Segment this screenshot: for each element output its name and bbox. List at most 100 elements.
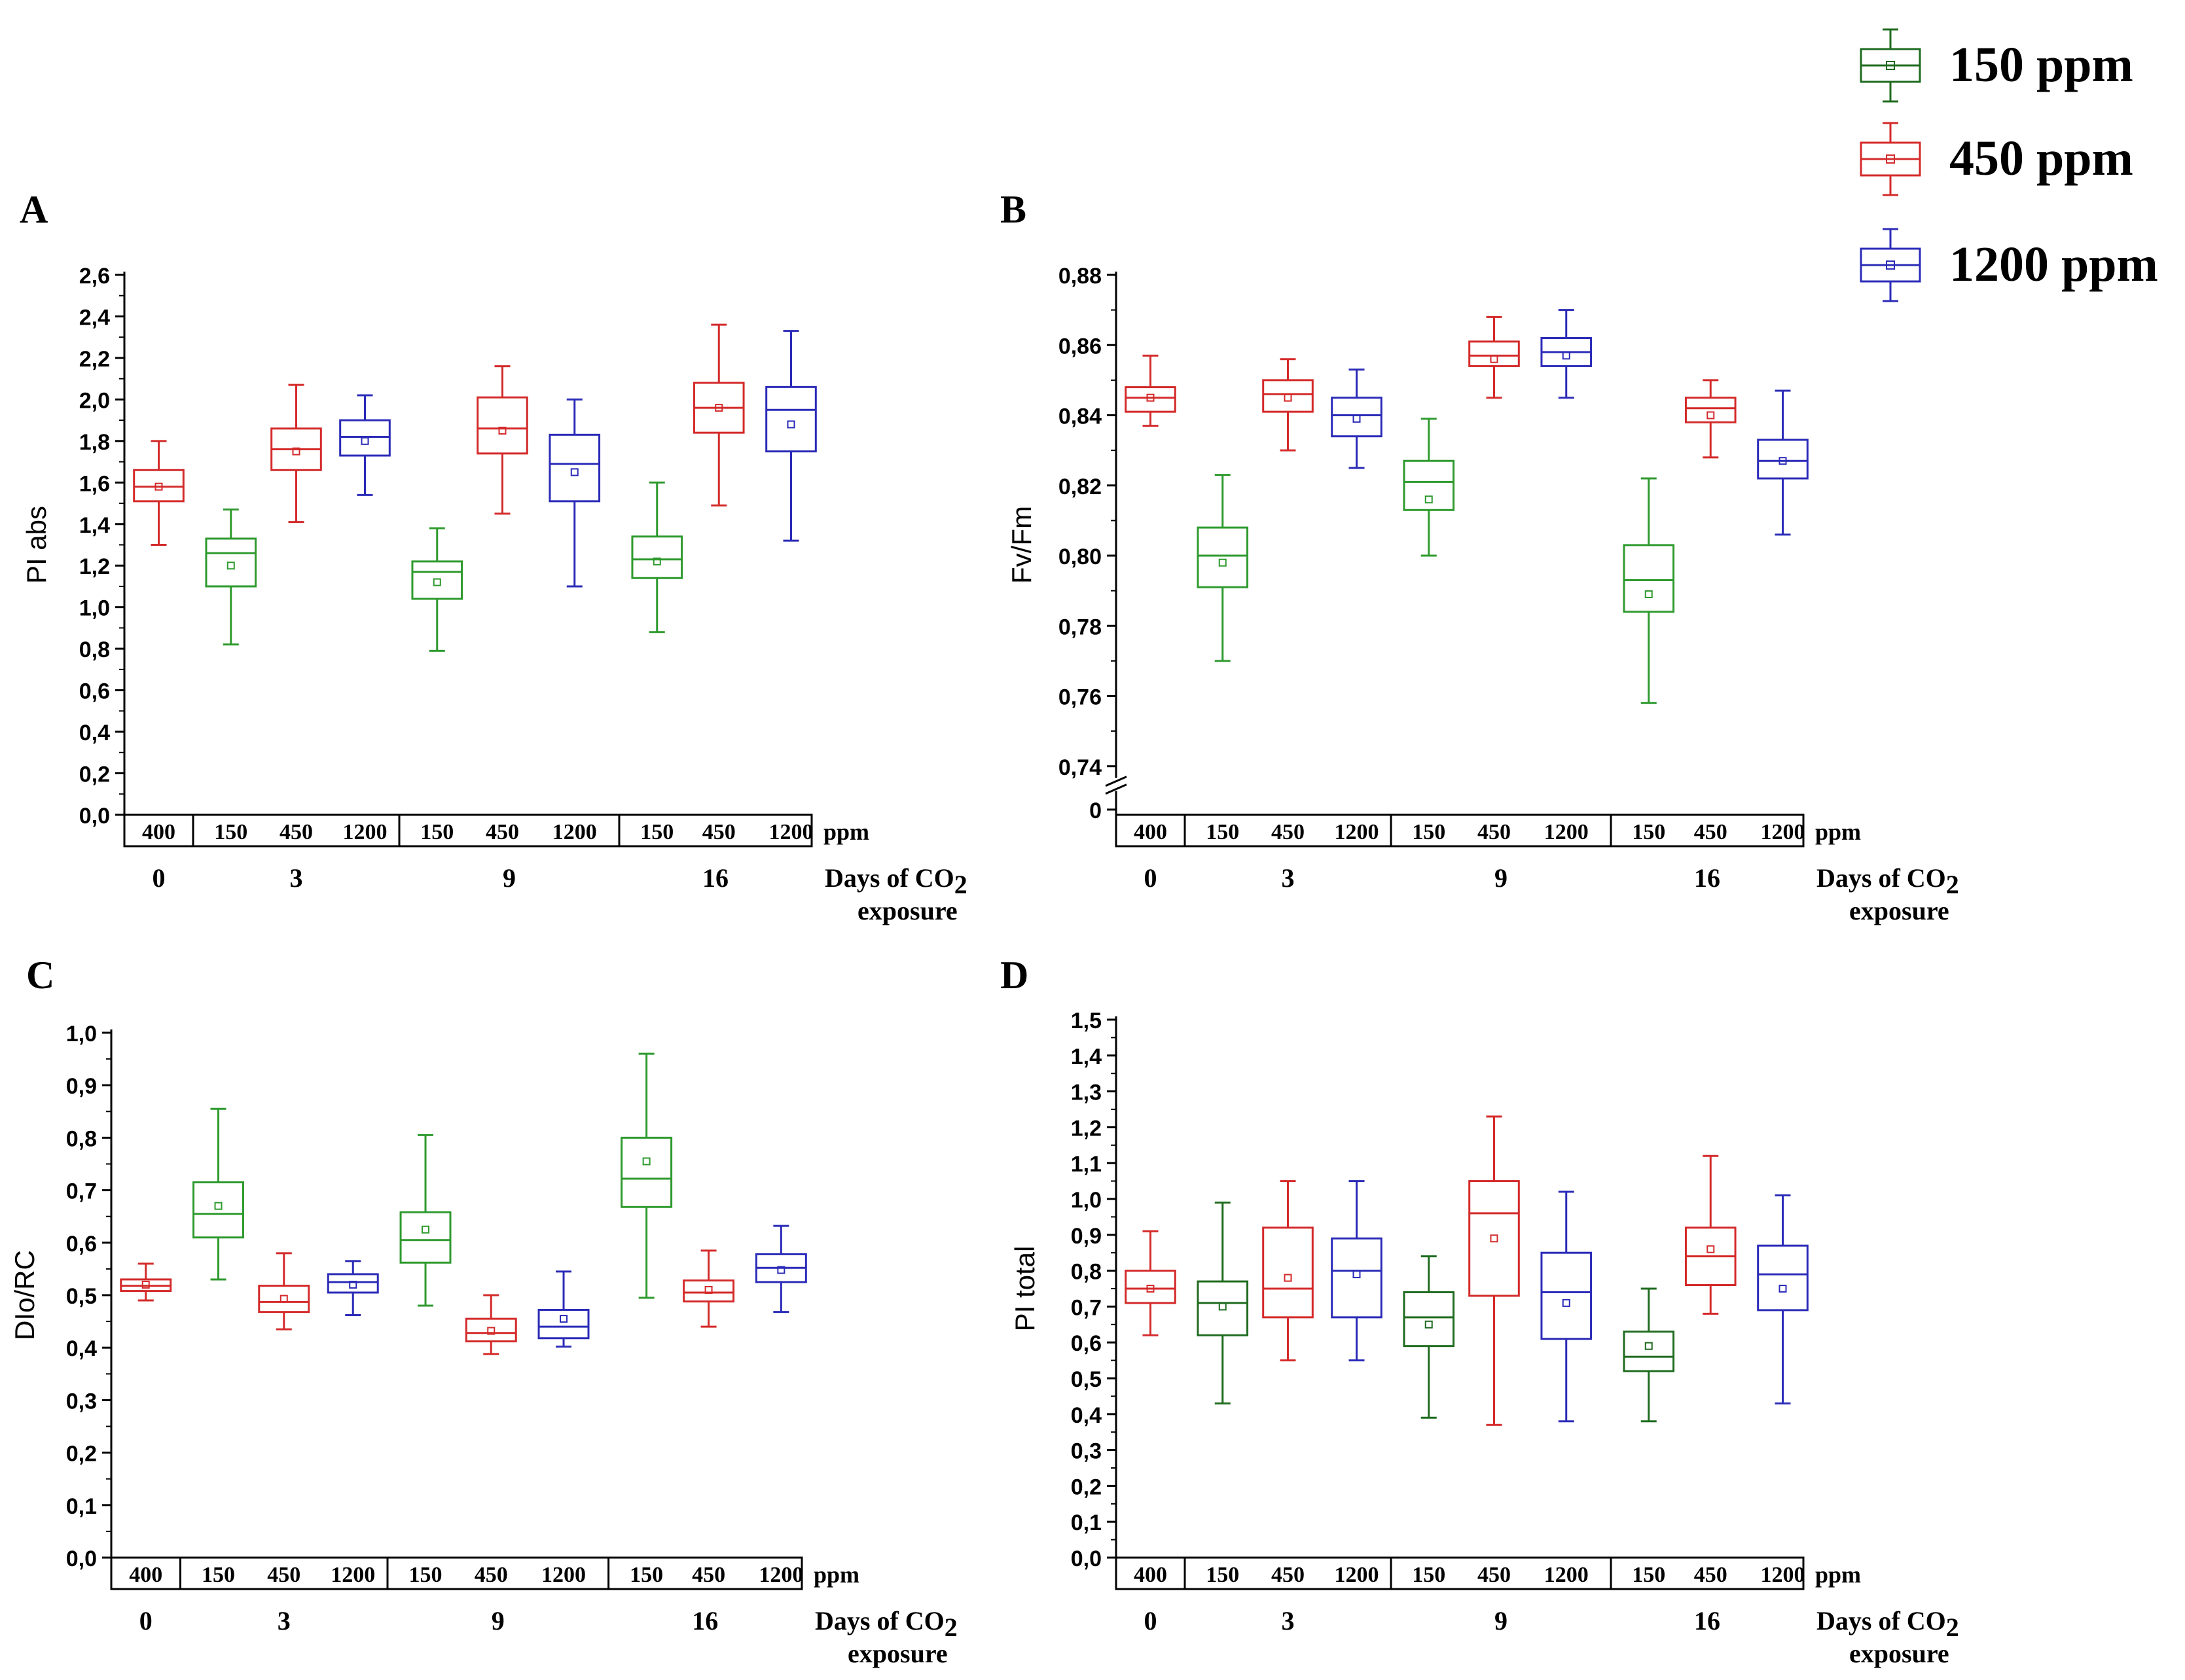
days-axis-label: Days of CO2 exposure (825, 863, 967, 925)
box-iqr (683, 1279, 735, 1303)
y-tick-label: 2,0 (79, 388, 110, 413)
box-iqr (537, 1308, 590, 1340)
day-label: 0 (153, 863, 166, 893)
box-450 (1468, 1115, 1520, 1426)
y-tick-label: 1,0 (66, 1022, 97, 1046)
ppm-label: 1200 (1761, 820, 1805, 844)
y-tick-label: 0,82 (1058, 474, 1102, 499)
box-mean (1424, 1320, 1433, 1329)
box-mean (1146, 1285, 1155, 1293)
days-label-part: exposure (1849, 1639, 1949, 1668)
y-tick-label: 0,5 (1071, 1367, 1102, 1392)
box-mean (1779, 457, 1787, 465)
box-450 (465, 1294, 517, 1355)
box-mean (154, 482, 163, 491)
day-label: 3 (278, 1606, 291, 1635)
box-400 (133, 440, 185, 546)
ppm-label: 150 (202, 1563, 235, 1587)
ppm-label: 450 (702, 820, 736, 844)
legend-mean (1886, 61, 1895, 70)
box-150 (1403, 1255, 1455, 1419)
days-label-part: exposure (1849, 896, 1949, 925)
ppm-label: 400 (1134, 820, 1167, 844)
box-1200 (1540, 309, 1593, 399)
ppm-strip (1115, 813, 1805, 848)
day-label: 16 (1694, 1606, 1720, 1635)
box-iqr (411, 560, 463, 600)
y-tick-label: 0 (1089, 798, 1102, 823)
ppm-label: 450 (1271, 820, 1305, 844)
y-tick-label: 0,3 (1071, 1439, 1102, 1464)
y-tick-label: 0,9 (1071, 1224, 1102, 1249)
ppm-unit-label: ppm (823, 819, 869, 845)
ppm-label: 1200 (759, 1563, 803, 1587)
y-tick-label: 1,0 (1071, 1188, 1102, 1213)
day-label: 3 (1282, 863, 1295, 893)
box-mean (1146, 393, 1155, 402)
panels: A PI abs 0,0 0,2 0,4 0,6 0,8 1,0 1,2 1,4 1,6 1,8 2,0… (9, 188, 1959, 1668)
day-label: 0 (139, 1606, 153, 1635)
y-tick-label: 2,2 (79, 347, 110, 372)
box-450 (270, 384, 322, 524)
ppm-label: 1200 (1761, 1563, 1805, 1587)
day-label: 9 (1494, 1606, 1508, 1635)
box-mean (141, 1280, 150, 1289)
box-150 (192, 1107, 245, 1281)
days-axis-label: Days of CO2 exposure (1816, 1606, 1959, 1668)
box-iqr (549, 433, 601, 503)
box-mean (361, 437, 369, 445)
box-450 (1468, 315, 1520, 399)
box-iqr (1262, 1226, 1314, 1319)
ppm-label: 450 (267, 1563, 300, 1587)
y-tick-label: 1,8 (79, 430, 110, 455)
box-150 (631, 481, 683, 634)
ppm-unit-label: ppm (1815, 819, 1861, 845)
box-150 (1197, 474, 1249, 662)
y-tick-label: 0,88 (1058, 264, 1102, 289)
y-tick-label: 0,4 (79, 721, 110, 745)
ppm-label: 150 (1206, 820, 1239, 844)
panel-b: B Fv/Fm 0,74 0,76 0,78 0,80 0,82 0,84 0,86 0,88 0 p… (1000, 188, 1959, 925)
box-iqr (1403, 459, 1455, 511)
days-label-part: Days of CO (815, 1606, 945, 1635)
box-1200 (1331, 1180, 1382, 1362)
y-tick-label: 0,2 (79, 762, 110, 787)
ppm-label: 450 (692, 1563, 725, 1587)
y-tick-label: 0,0 (79, 804, 110, 829)
box-iqr (1403, 1291, 1455, 1348)
box-mean (1424, 495, 1433, 504)
day-label: 9 (503, 863, 516, 893)
box-iqr (399, 1211, 452, 1264)
y-tick-label: 0,78 (1058, 615, 1102, 639)
legend-label: 450 ppm (1949, 131, 2133, 186)
ppm-label: 1200 (769, 820, 814, 844)
days-label-part: Days of CO (1816, 1606, 1946, 1635)
panel-letter: C (26, 954, 54, 997)
box-iqr (1623, 1331, 1675, 1372)
box-mean (1218, 1302, 1227, 1311)
box-150 (1623, 477, 1675, 704)
ppm-label: 150 (1632, 820, 1665, 844)
y-tick-label: 0,1 (66, 1494, 97, 1519)
box-1200 (765, 330, 817, 542)
ppm-label: 450 (486, 820, 519, 844)
box-1200 (1331, 368, 1382, 469)
ppm-label: 450 (1694, 1563, 1727, 1587)
box-mean (715, 404, 723, 412)
y-tick-label: 0,84 (1058, 404, 1102, 429)
days-label-part: Days of CO (825, 863, 954, 893)
y-tick-label: 1,0 (79, 596, 110, 621)
ppm-label: 150 (630, 1563, 663, 1587)
legend-mean (1886, 260, 1895, 270)
box-1200 (339, 394, 391, 496)
y-tick-label: 1,5 (1071, 1009, 1102, 1033)
ppm-label: 150 (1412, 820, 1445, 844)
panel-a: A PI abs 0,0 0,2 0,4 0,6 0,8 1,0 1,2 1,4 1,6 1,8 2,0… (20, 188, 967, 925)
box-150 (1623, 1287, 1675, 1423)
y-tick-label: 2,6 (79, 264, 110, 289)
ppm-label: 450 (1477, 820, 1511, 844)
days-label-sub: 2 (1946, 1613, 1959, 1642)
box-450 (1684, 379, 1737, 459)
legend-label: 1200 ppm (1949, 237, 2158, 292)
box-1200 (1757, 1194, 1809, 1404)
